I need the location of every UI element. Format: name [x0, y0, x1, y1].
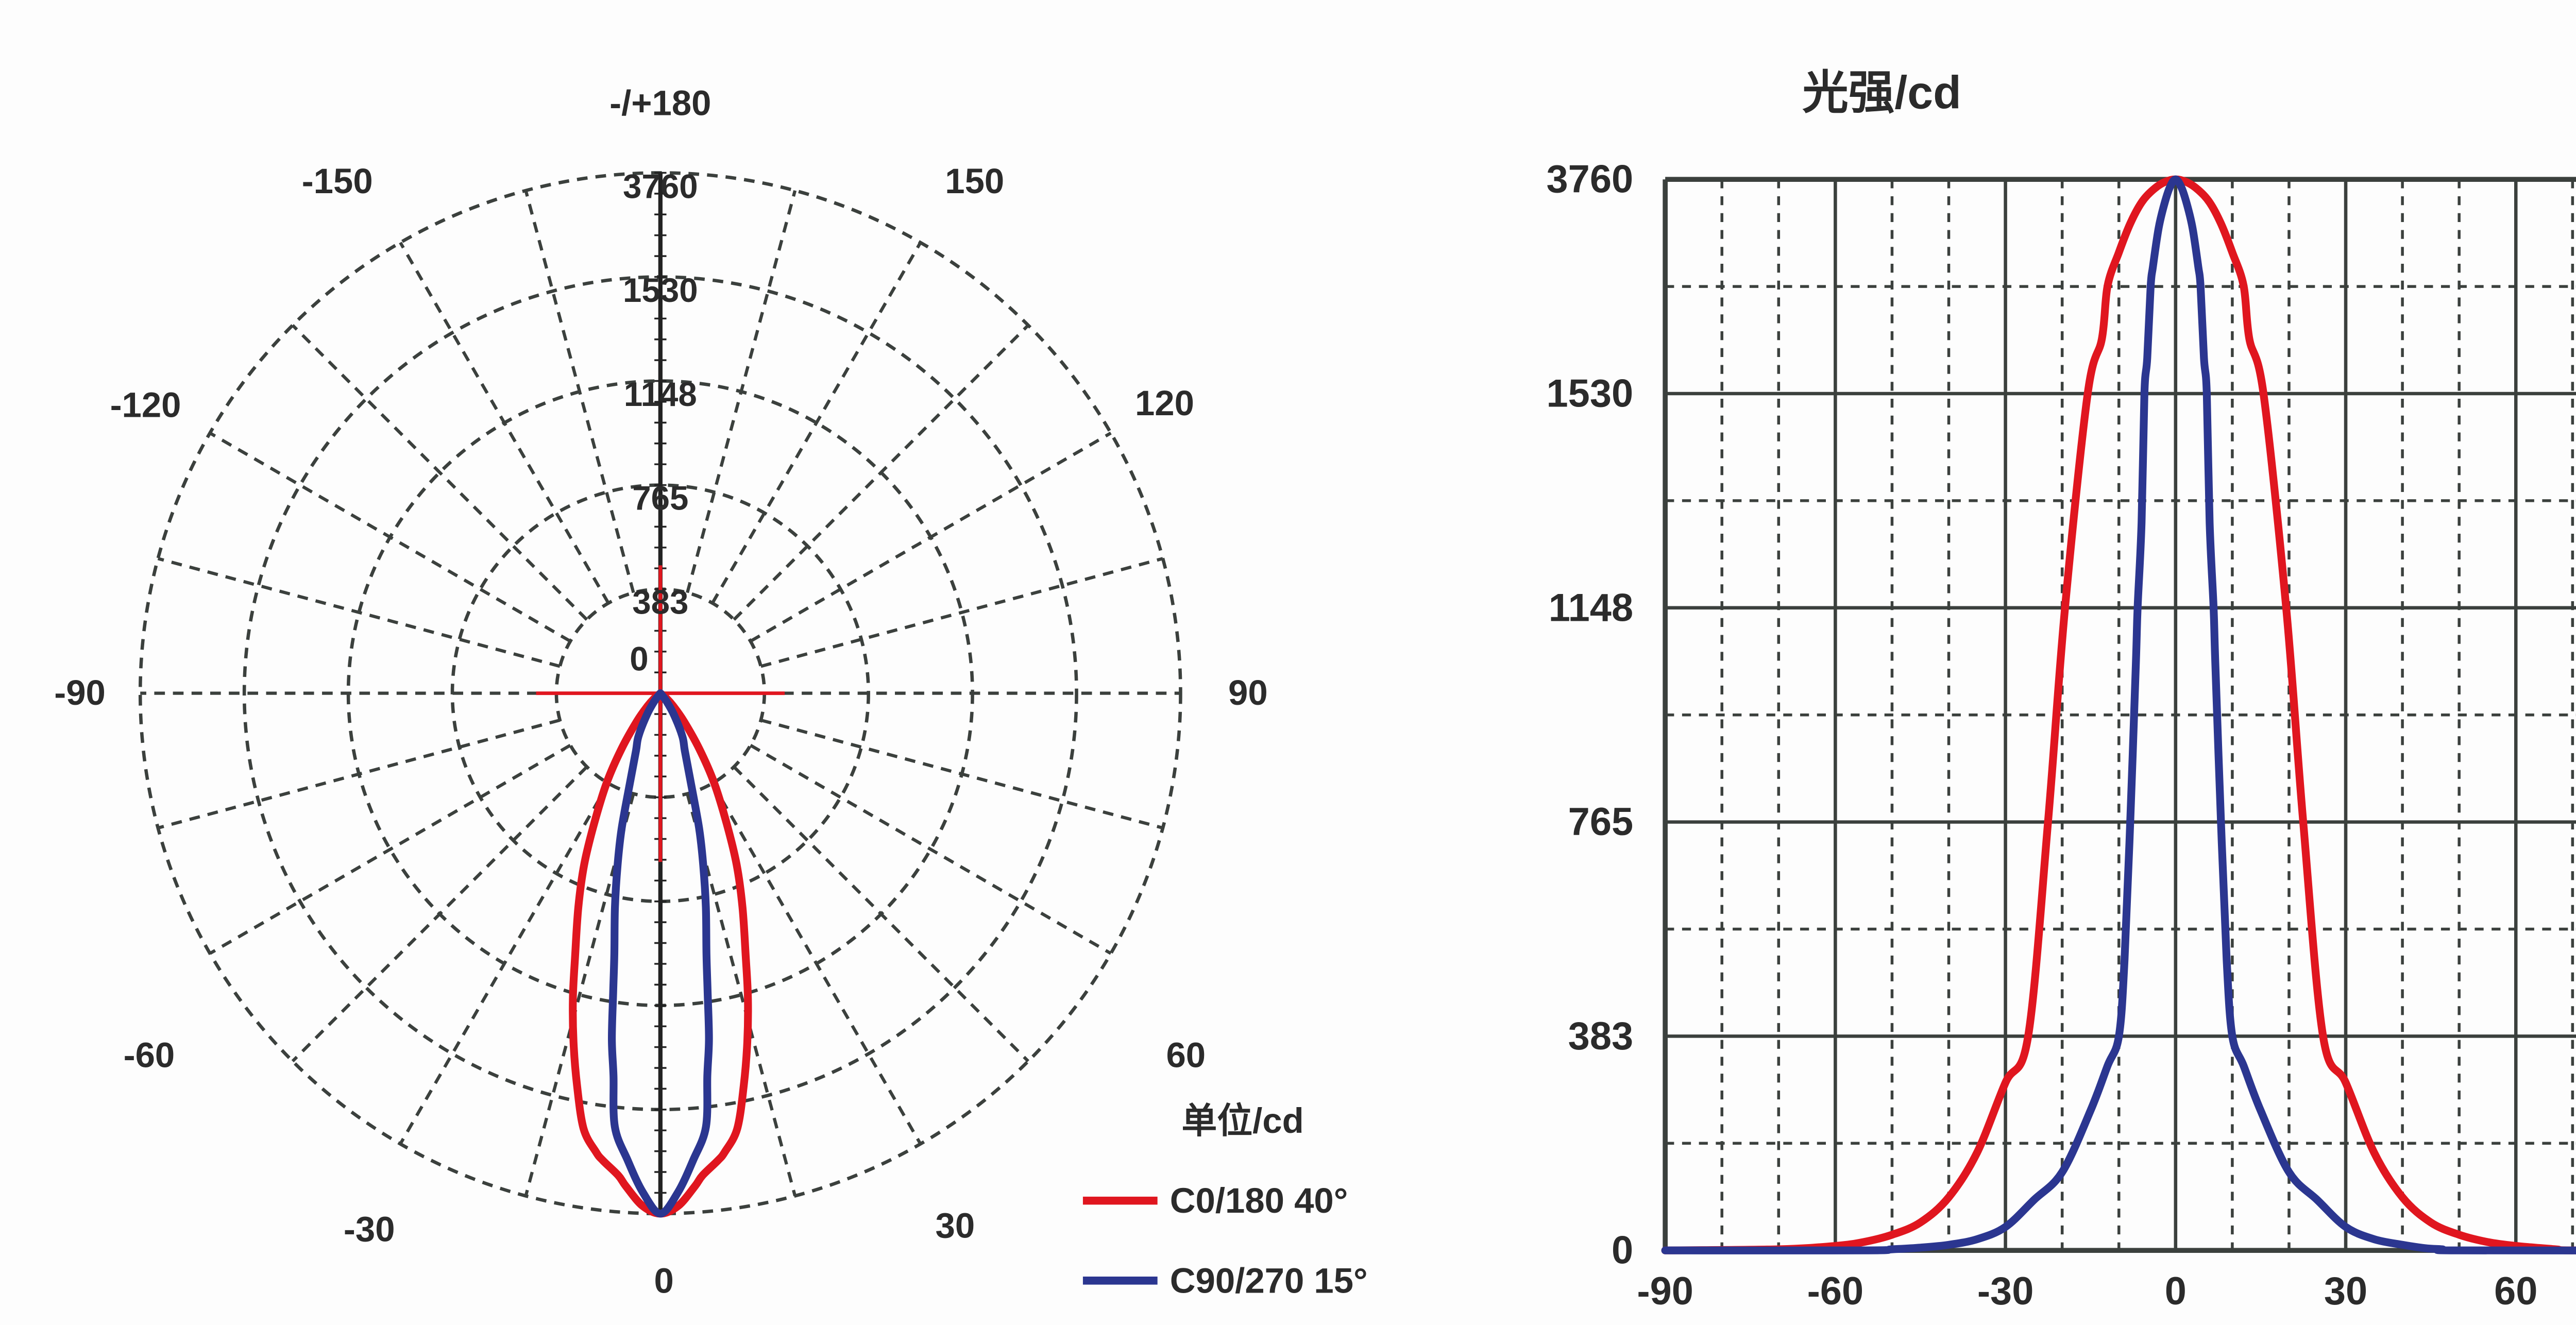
polar-spoke [760, 718, 1163, 830]
angle-label-120: 120 [1135, 383, 1194, 423]
y-axis-tick-labels: 3760 1530 1148 765 383 0 [1547, 158, 1634, 1272]
cartesian-grid [1663, 177, 2576, 1253]
angle-label-neg120: -120 [110, 385, 181, 425]
polar-spoke [157, 557, 561, 668]
y-tick-1530: 1530 [1547, 372, 1634, 416]
cartesian-curve-c90-270 [1661, 175, 2576, 1254]
y-tick-383: 383 [1568, 1014, 1633, 1058]
polar-spoke [209, 743, 571, 955]
legend-label-c0-180: C0/180 40° [1170, 1181, 1348, 1220]
polar-spoke [750, 743, 1112, 955]
angle-label-150: 150 [945, 161, 1004, 201]
y-tick-765: 765 [1568, 800, 1633, 844]
polar-spoke [209, 431, 571, 643]
polar-angle-labels: -/+180 -150 150 -120 120 -90 90 -60 60 -… [54, 83, 1267, 1300]
x-axis-tick-labels: -90 -60 -30 0 30 60 90 [1637, 1269, 2537, 1313]
x-tick-30: 30 [2324, 1269, 2367, 1313]
radial-label-765: 765 [632, 480, 688, 517]
legend-label-c90-270: C90/270 15° [1170, 1261, 1368, 1300]
angle-label-180: -/+180 [609, 83, 711, 123]
radial-label-1148: 1148 [624, 376, 697, 413]
legend: 单位/cd C0/180 40° C90/270 15° [1082, 1101, 1368, 1300]
chart-title: 光强/cd [1802, 66, 1961, 118]
polar-spoke [733, 766, 1029, 1063]
x-tick-neg60: -60 [1807, 1269, 1864, 1313]
polar-spoke [750, 431, 1112, 643]
y-tick-3760: 3760 [1547, 158, 1634, 201]
angle-label-neg150: -150 [302, 161, 373, 201]
polar-spoke [157, 718, 561, 830]
angle-label-60: 60 [1166, 1035, 1206, 1075]
polar-spoke [291, 324, 588, 621]
radial-label-1530: 1530 [623, 271, 698, 309]
y-tick-1148: 1148 [1549, 586, 1633, 630]
x-tick-0: 0 [2165, 1269, 2187, 1313]
polar-spoke [686, 190, 797, 593]
x-tick-neg90: -90 [1637, 1269, 1693, 1313]
polar-spoke [686, 793, 797, 1197]
polar-radial-tick-labels: 3760 1530 1148 765 383 0 [623, 168, 698, 678]
intensity-line-chart: 光强/cd 3760 1530 1148 765 383 0 -90 -60 -… [1547, 66, 2576, 1313]
polar-spoke [733, 324, 1029, 621]
polar-distribution-curves [569, 689, 752, 1218]
polar-intensity-chart: -/+180 -150 150 -120 120 -90 90 -60 60 -… [54, 83, 1267, 1300]
angle-label-30: 30 [936, 1205, 975, 1245]
y-tick-0: 0 [1612, 1229, 1633, 1272]
radial-label-383: 383 [632, 583, 688, 621]
angle-label-0: 0 [654, 1261, 674, 1300]
legend-title: 单位/cd [1181, 1101, 1303, 1141]
polar-spoke [399, 242, 610, 604]
polar-curve-c90-270 [608, 689, 713, 1218]
polar-spoke [524, 190, 635, 593]
angle-label-neg30: -30 [344, 1209, 395, 1249]
angle-label-neg60: -60 [124, 1035, 175, 1075]
x-tick-60: 60 [2494, 1269, 2537, 1313]
polar-spoke [711, 783, 922, 1145]
polar-spoke [711, 242, 922, 604]
polar-spoke [291, 766, 588, 1063]
radial-label-3760: 3760 [623, 168, 698, 206]
angle-label-neg90: -90 [54, 673, 106, 712]
cartesian-distribution-curves [1661, 175, 2576, 1254]
x-tick-neg30: -30 [1977, 1269, 2034, 1313]
polar-spoke [399, 783, 610, 1145]
polar-spoke [524, 793, 635, 1197]
radial-label-0: 0 [630, 640, 648, 678]
angle-label-90: 90 [1228, 673, 1268, 712]
polar-spoke [760, 557, 1163, 668]
